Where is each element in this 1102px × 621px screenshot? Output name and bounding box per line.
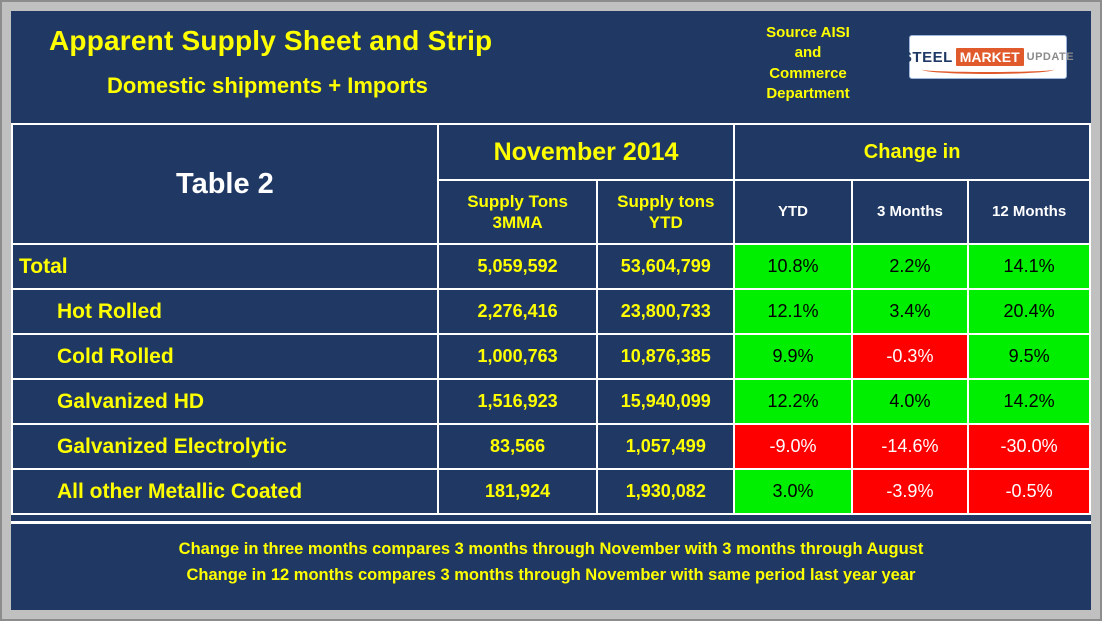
change-ytd-cell: 3.0%: [733, 468, 853, 515]
steel-market-update-logo: STEEL MARKET UPDATE: [902, 35, 1074, 79]
logo-steel-text: STEEL: [901, 48, 953, 66]
row-label: Galvanized Electrolytic: [11, 423, 439, 470]
change-ytd-cell: 10.8%: [733, 243, 853, 290]
table-row-cold-rolled: Cold Rolled 1,000,763 10,876,385 9.9% -0…: [11, 333, 1091, 380]
page-title: Apparent Supply Sheet and Strip: [49, 25, 493, 56]
supply-3mma-value: 83,566: [436, 423, 599, 470]
page-subtitle: Domestic shipments + Imports: [107, 73, 428, 98]
change-ytd-cell: 9.9%: [733, 333, 853, 380]
row-label: Cold Rolled: [11, 333, 439, 380]
row-label: All other Metallic Coated: [11, 468, 439, 515]
change-12mo-cell: -0.5%: [967, 468, 1091, 515]
table-row-galvanized-electrolytic: Galvanized Electrolytic 83,566 1,057,499…: [11, 423, 1091, 470]
change-3mo-cell: 4.0%: [850, 378, 970, 425]
change-3mo-cell: -14.6%: [850, 423, 970, 470]
supply-ytd-value: 10,876,385: [596, 333, 736, 380]
supply-ytd-value: 1,930,082: [596, 468, 736, 515]
row-label: Galvanized HD: [11, 378, 439, 425]
supply-3mma-value: 1,516,923: [436, 378, 599, 425]
change-12mo-cell: 14.2%: [967, 378, 1091, 425]
source-line: Department: [766, 84, 850, 102]
source-line: and: [794, 44, 822, 62]
table-row-galvanized-hd: Galvanized HD 1,516,923 15,940,099 12.2%…: [11, 378, 1091, 425]
change-3mo-cell: 2.2%: [850, 243, 970, 290]
logo-update-text: UPDATE: [1026, 51, 1075, 63]
change-12mo-cell: 20.4%: [967, 288, 1091, 335]
change-ytd-cell: 12.2%: [733, 378, 853, 425]
title-block: Apparent Supply Sheet and Strip Domestic…: [11, 11, 733, 99]
source-line: Commerce: [769, 64, 847, 82]
table-row-total: Total 5,059,592 53,604,799 10.8% 2.2% 14…: [11, 243, 1091, 290]
supply-3mma-value: 181,924: [436, 468, 599, 515]
group-header-change-in: Change in: [733, 123, 1091, 181]
col-header-3-months: 3 Months: [850, 179, 970, 245]
logo-swoosh: [922, 65, 1054, 74]
supply-3mma-value: 1,000,763: [436, 333, 599, 380]
row-label: Total: [11, 243, 439, 290]
row-label: Hot Rolled: [11, 288, 439, 335]
source-note: Source AISI and Commerce Department: [733, 11, 883, 104]
col-header-supply-ytd: Supply tons YTD: [596, 179, 736, 245]
supply-ytd-value: 53,604,799: [596, 243, 736, 290]
footnotes: Change in three months compares 3 months…: [11, 521, 1091, 598]
change-3mo-cell: 3.4%: [850, 288, 970, 335]
col-header-ytd: YTD: [733, 179, 853, 245]
supply-table: Table 2 November 2014 Change in Supply T…: [11, 123, 1091, 515]
logo-market-text: MARKET: [955, 48, 1024, 66]
table-group-header-row: Table 2 November 2014 Change in: [11, 123, 1091, 245]
source-line: Source AISI: [766, 24, 850, 41]
header: Apparent Supply Sheet and Strip Domestic…: [11, 11, 1091, 123]
change-12mo-cell: 14.1%: [967, 243, 1091, 290]
slide: Apparent Supply Sheet and Strip Domestic…: [11, 11, 1091, 610]
group-header-november-2014: November 2014: [436, 123, 736, 181]
table-corner-label: Table 2: [11, 123, 439, 245]
footnote-line-1: Change in three months compares 3 months…: [178, 540, 924, 558]
supply-3mma-value: 2,276,416: [436, 288, 599, 335]
supply-ytd-value: 23,800,733: [596, 288, 736, 335]
change-ytd-cell: -9.0%: [733, 423, 853, 470]
change-3mo-cell: -0.3%: [850, 333, 970, 380]
footnote-line-2: Change in 12 months compares 3 months th…: [186, 565, 916, 584]
col-header-supply-3mma: Supply Tons 3MMA: [436, 179, 599, 245]
col-header-12-months: 12 Months: [967, 179, 1091, 245]
change-3mo-cell: -3.9%: [850, 468, 970, 515]
table-row-all-other-metallic-coated: All other Metallic Coated 181,924 1,930,…: [11, 468, 1091, 515]
supply-3mma-value: 5,059,592: [436, 243, 599, 290]
change-12mo-cell: 9.5%: [967, 333, 1091, 380]
table-subheader-row: Supply Tons 3MMA Supply tons YTD YTD 3 M…: [12, 179, 1091, 245]
supply-ytd-value: 1,057,499: [596, 423, 736, 470]
table-row-hot-rolled: Hot Rolled 2,276,416 23,800,733 12.1% 3.…: [11, 288, 1091, 335]
change-12mo-cell: -30.0%: [967, 423, 1091, 470]
supply-ytd-value: 15,940,099: [596, 378, 736, 425]
change-ytd-cell: 12.1%: [733, 288, 853, 335]
